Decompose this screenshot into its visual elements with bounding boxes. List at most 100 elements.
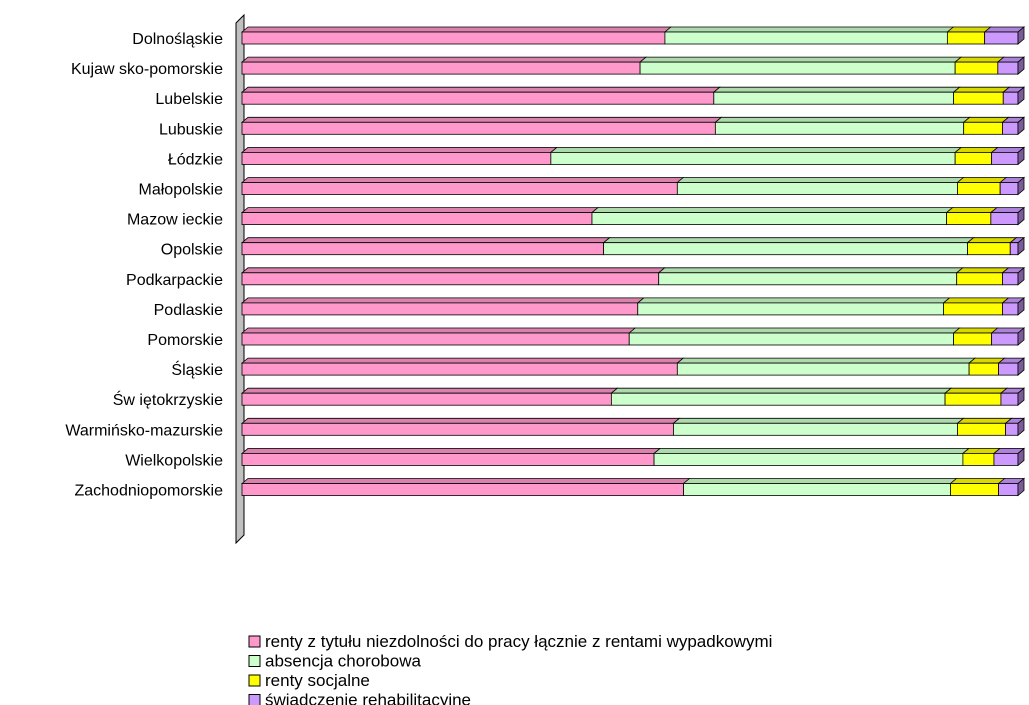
bar-end-face (1017, 477, 1025, 497)
bar-segment-top (240, 357, 685, 364)
bar-segment-top (240, 447, 662, 454)
bar-segment-top (942, 297, 1010, 304)
bar-segment-top (954, 146, 999, 153)
bar-segment-top (610, 387, 953, 394)
bar-segment-top (676, 177, 965, 183)
legend-label: renty z tytułu niezdolności do pracy łąc… (265, 632, 772, 651)
category-label: Małopolskie (139, 182, 224, 199)
bar-segment (953, 91, 1004, 105)
bar-segment (653, 452, 964, 466)
bar-segment (628, 332, 954, 346)
bar-segment (1002, 91, 1019, 105)
bar-segment (999, 182, 1019, 195)
bar-segment (610, 392, 946, 406)
category-label: Dolnośląskie (132, 31, 223, 48)
bar-end-face (1017, 266, 1025, 286)
bar-segment (664, 31, 948, 45)
bar-segment (944, 392, 1002, 406)
category-label: Św iętokrzyskie (113, 390, 223, 409)
bar-segment-top (962, 116, 1010, 123)
bar-segment (241, 422, 674, 436)
bar-segment (957, 182, 1001, 195)
category-label: Lubuskie (159, 121, 223, 138)
bar-segment (953, 332, 993, 346)
bar-segment (591, 212, 948, 226)
bar-segment (1002, 302, 1019, 316)
category-label: Wielkopolskie (125, 452, 223, 469)
bar-segment (967, 242, 1011, 256)
category-label: Kujaw sko-pomorskie (71, 61, 223, 78)
bar-segment-top (240, 478, 691, 484)
bar-segment (241, 121, 716, 135)
bar-segment-top (240, 26, 673, 33)
bar-segment (603, 242, 968, 256)
bar-segment-top (590, 207, 954, 214)
bar-segment-top (949, 478, 1006, 484)
bar-segment (984, 31, 1019, 45)
bar-segment-top (240, 417, 681, 424)
legend-swatch (248, 635, 261, 648)
bar-segment (241, 182, 678, 195)
bar-segment (1000, 392, 1019, 406)
bar-segment (950, 483, 999, 496)
bar-segment-top (240, 86, 721, 93)
bar-segment-top (240, 237, 611, 244)
legend-swatch (248, 655, 261, 667)
bar-segment-top (952, 86, 1011, 93)
legend-label: świadczenie rehabilitacyjne (265, 691, 471, 705)
bar-segment-top (682, 478, 958, 484)
plot-area (235, 13, 1026, 545)
bars-group (240, 26, 1026, 497)
bar-segment (673, 422, 958, 436)
bar-segment (241, 332, 630, 346)
bar-segment-top (676, 357, 977, 364)
bar-segment (241, 212, 593, 226)
bar-segment-top (240, 116, 723, 123)
bar-segment-top (954, 56, 1005, 63)
bar-segment (241, 362, 678, 376)
bar-segment-top (549, 146, 963, 153)
bar-segment (991, 151, 1019, 165)
bar-end-face (1017, 387, 1025, 407)
bar-segment (997, 61, 1019, 75)
bar-segment (956, 272, 1003, 286)
category-label: Łódzkie (168, 151, 223, 168)
bar-segment-top (672, 417, 965, 424)
back-wall (235, 13, 245, 545)
bar-segment-top (943, 387, 1009, 394)
bar-segment-top (983, 26, 1026, 33)
bar-segment (241, 151, 552, 165)
category-label: Mazow ieckie (127, 212, 223, 229)
category-label: Pomorskie (147, 332, 223, 349)
bar-end-face (1017, 236, 1025, 256)
bar-segment (241, 91, 715, 105)
bar-segment (1002, 121, 1019, 135)
bar-segment-top (240, 146, 558, 153)
bar-segment-top (602, 237, 975, 244)
bar-end-face (1017, 357, 1025, 376)
category-labels: Dolnośląskie Kujaw sko-pomorskie Lubelskie… (65, 31, 223, 500)
bar-segment (550, 151, 956, 165)
bar-segment (962, 452, 995, 466)
bar-segment (658, 272, 958, 286)
bar-segment-top (966, 237, 1018, 244)
bar-segment (241, 31, 666, 45)
bar-segment-top (712, 86, 961, 93)
bar-end-face (1017, 417, 1025, 437)
bar-segment-top (240, 327, 637, 334)
bar-segment (1009, 242, 1019, 256)
bar-segment (946, 212, 992, 226)
bar-segment (954, 61, 999, 75)
bar-segment (968, 362, 999, 376)
bar-segment (713, 91, 954, 105)
bar-segment (998, 362, 1019, 376)
bar-segment-top (956, 177, 1008, 183)
bar-segment (241, 392, 612, 406)
bar-segment (943, 302, 1003, 316)
bar-segment-top (628, 327, 961, 334)
bar-segment (683, 483, 951, 496)
bar-segment-top (945, 207, 998, 214)
bar-segment-top (240, 177, 685, 183)
bar-end-face (1017, 447, 1025, 467)
